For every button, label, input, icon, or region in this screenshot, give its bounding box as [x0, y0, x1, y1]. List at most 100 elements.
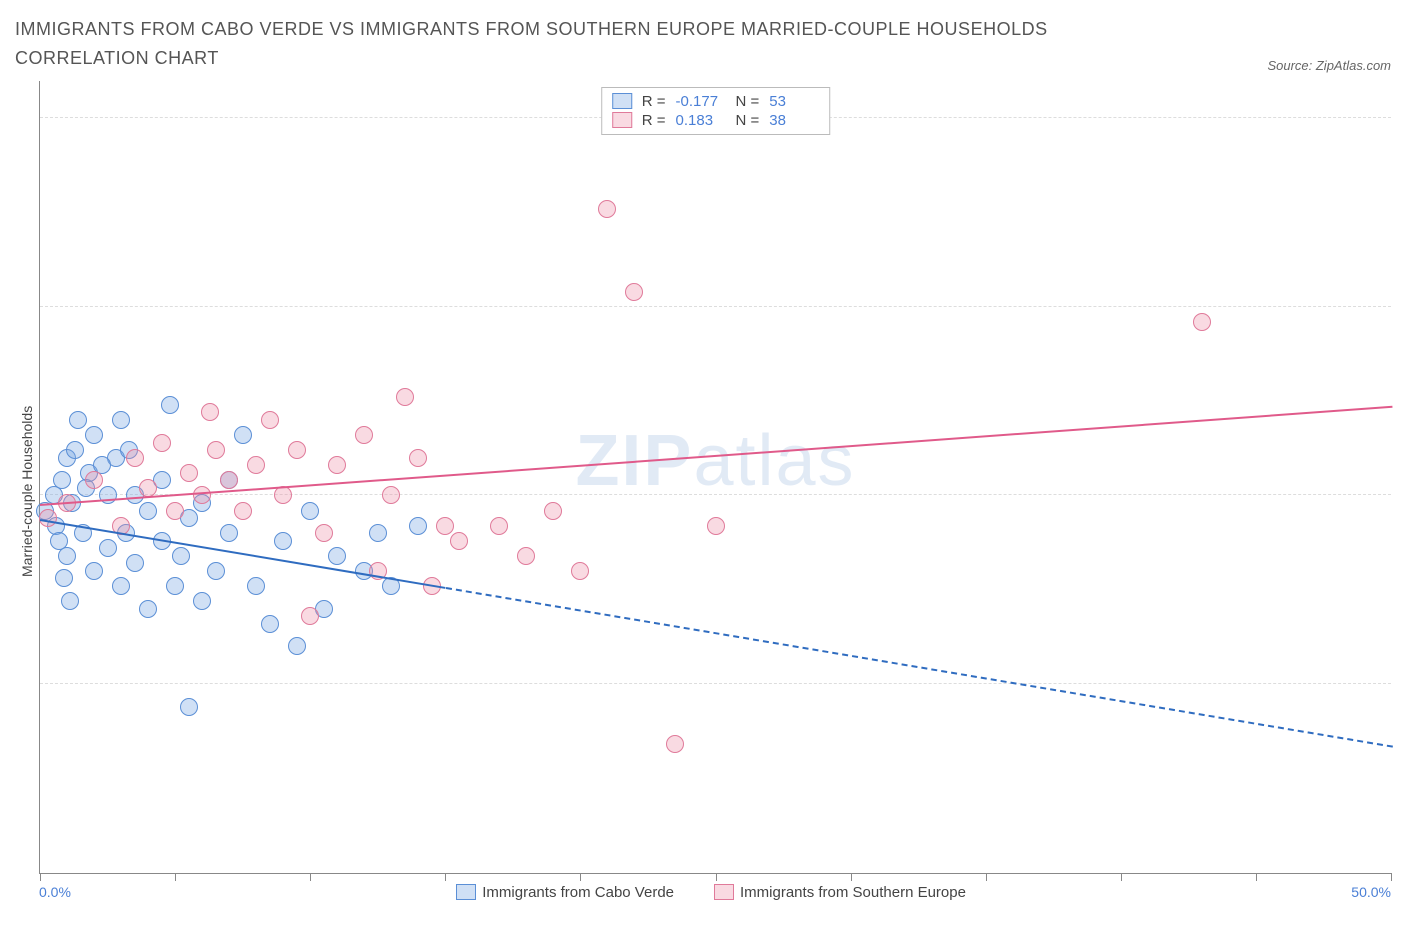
n-value-b: 38 — [769, 112, 819, 129]
data-point-b — [261, 411, 279, 429]
n-label: N = — [736, 112, 760, 129]
legend-item-b: Immigrants from Southern Europe — [714, 884, 966, 901]
legend-swatch-b — [714, 884, 734, 900]
data-point-b — [450, 532, 468, 550]
legend: Immigrants from Cabo Verde Immigrants fr… — [71, 884, 1351, 901]
data-point-b — [409, 449, 427, 467]
data-point-a — [207, 562, 225, 580]
data-point-a — [193, 592, 211, 610]
data-point-b — [139, 479, 157, 497]
data-point-a — [53, 471, 71, 489]
data-point-b — [315, 524, 333, 542]
x-axis-start-label: 0.0% — [39, 884, 71, 900]
data-point-b — [355, 426, 373, 444]
data-point-b — [207, 441, 225, 459]
data-point-a — [301, 502, 319, 520]
data-point-b — [39, 509, 57, 527]
r-value-b: 0.183 — [676, 112, 726, 129]
r-label: R = — [642, 112, 666, 129]
data-point-a — [66, 441, 84, 459]
data-point-b — [247, 456, 265, 474]
data-point-b — [288, 441, 306, 459]
legend-label-b: Immigrants from Southern Europe — [740, 884, 966, 901]
data-point-a — [139, 600, 157, 618]
data-point-a — [166, 577, 184, 595]
data-point-a — [234, 426, 252, 444]
data-point-b — [85, 471, 103, 489]
data-point-a — [112, 411, 130, 429]
data-point-a — [85, 562, 103, 580]
legend-swatch-a — [456, 884, 476, 900]
source-label: Source: ZipAtlas.com — [1267, 58, 1391, 73]
x-tick — [1256, 873, 1257, 881]
data-point-a — [220, 524, 238, 542]
trendline-b — [40, 405, 1392, 505]
data-point-b — [126, 449, 144, 467]
correlation-box: R = -0.177 N = 53 R = 0.183 N = 38 — [601, 87, 831, 135]
data-point-a — [328, 547, 346, 565]
data-point-b — [201, 403, 219, 421]
data-point-b — [544, 502, 562, 520]
data-point-b — [1193, 313, 1211, 331]
correlation-row-a: R = -0.177 N = 53 — [612, 92, 820, 111]
gridline — [40, 306, 1391, 307]
x-tick — [310, 873, 311, 881]
n-label: N = — [736, 93, 760, 110]
correlation-row-b: R = 0.183 N = 38 — [612, 111, 820, 130]
trendline-a-dashed — [445, 587, 1392, 748]
legend-label-a: Immigrants from Cabo Verde — [482, 884, 674, 901]
data-point-b — [328, 456, 346, 474]
data-point-a — [58, 547, 76, 565]
swatch-series-a — [612, 93, 632, 109]
data-point-b — [707, 517, 725, 535]
data-point-a — [288, 637, 306, 655]
legend-item-a: Immigrants from Cabo Verde — [456, 884, 674, 901]
data-point-a — [274, 532, 292, 550]
data-point-b — [166, 502, 184, 520]
data-point-a — [180, 698, 198, 716]
data-point-a — [369, 524, 387, 542]
data-point-b — [301, 607, 319, 625]
data-point-a — [99, 539, 117, 557]
data-point-b — [180, 464, 198, 482]
data-point-b — [598, 200, 616, 218]
data-point-b — [234, 502, 252, 520]
data-point-b — [153, 434, 171, 452]
data-point-a — [69, 411, 87, 429]
data-point-b — [666, 735, 684, 753]
chart-title: IMMIGRANTS FROM CABO VERDE VS IMMIGRANTS… — [15, 15, 1115, 73]
scatter-plot: ZIPatlas R = -0.177 N = 53 R = 0.183 N =… — [39, 81, 1391, 874]
r-value-a: -0.177 — [676, 93, 726, 110]
data-point-a — [172, 547, 190, 565]
x-axis-end-label: 50.0% — [1351, 884, 1391, 900]
data-point-b — [625, 283, 643, 301]
r-label: R = — [642, 93, 666, 110]
data-point-a — [112, 577, 130, 595]
data-point-b — [490, 517, 508, 535]
x-tick — [851, 873, 852, 881]
data-point-a — [55, 569, 73, 587]
data-point-b — [396, 388, 414, 406]
x-tick — [40, 873, 41, 881]
swatch-series-b — [612, 112, 632, 128]
x-tick — [1121, 873, 1122, 881]
data-point-a — [139, 502, 157, 520]
data-point-b — [436, 517, 454, 535]
x-tick — [445, 873, 446, 881]
data-point-b — [220, 471, 238, 489]
data-point-a — [409, 517, 427, 535]
data-point-a — [161, 396, 179, 414]
data-point-a — [247, 577, 265, 595]
x-tick — [1391, 873, 1392, 881]
gridline — [40, 494, 1391, 495]
data-point-a — [99, 486, 117, 504]
y-axis-label: Married-couple Households — [15, 81, 39, 901]
data-point-b — [274, 486, 292, 504]
data-point-b — [571, 562, 589, 580]
x-tick — [580, 873, 581, 881]
x-tick — [716, 873, 717, 881]
n-value-a: 53 — [769, 93, 819, 110]
watermark: ZIPatlas — [575, 420, 855, 502]
data-point-a — [126, 554, 144, 572]
data-point-a — [261, 615, 279, 633]
